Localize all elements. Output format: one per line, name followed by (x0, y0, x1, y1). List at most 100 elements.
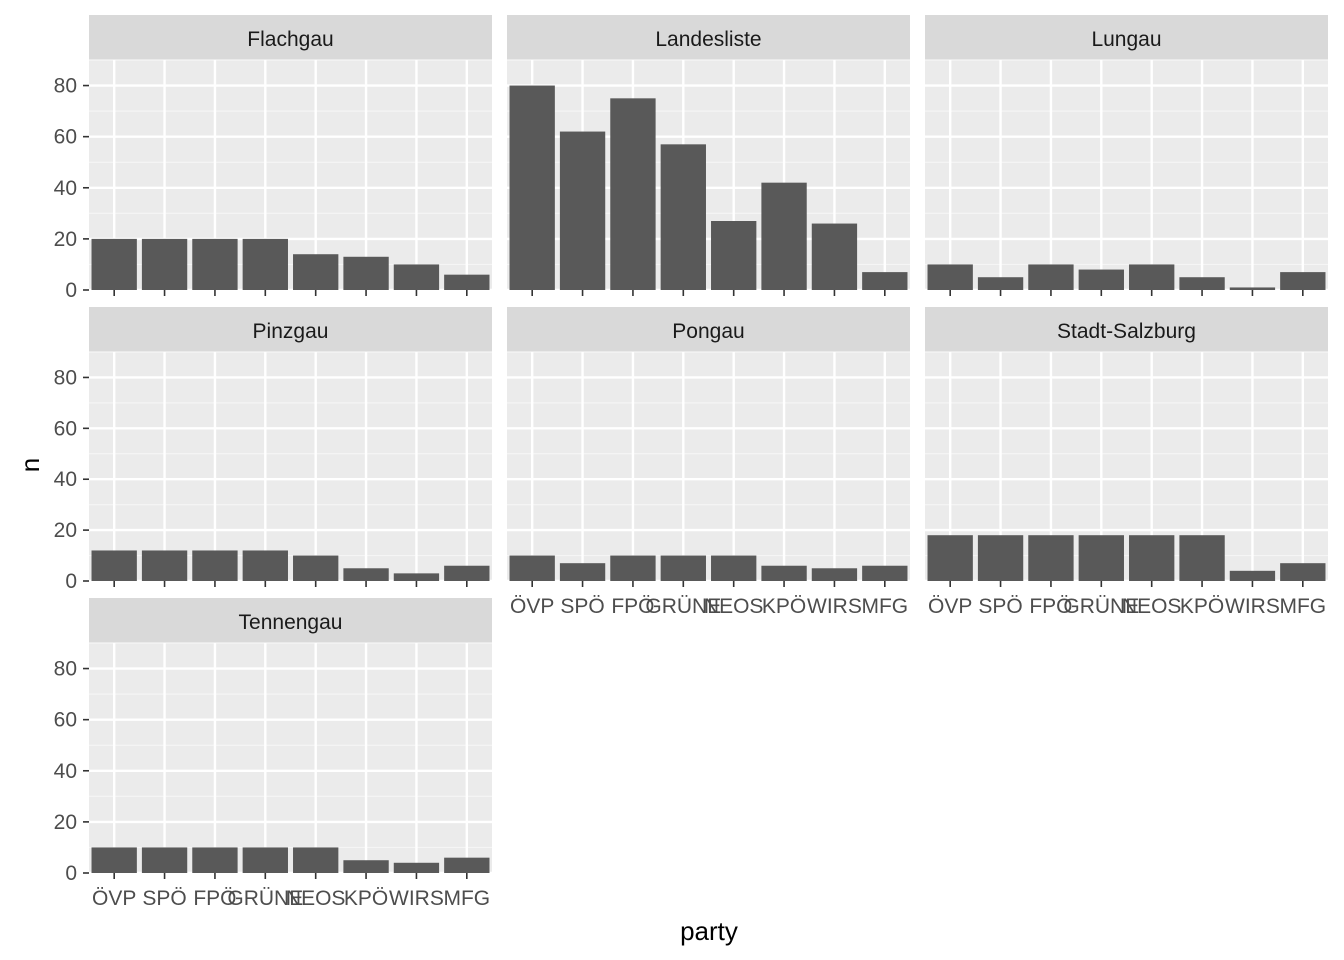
bar (811, 223, 858, 290)
bar (1078, 535, 1124, 581)
bar (393, 573, 440, 581)
bar (1129, 264, 1175, 290)
bar (1280, 563, 1326, 581)
facet-panel: Pinzgau 0 20 40 60 80 (54, 307, 492, 593)
facet-strip (89, 15, 492, 60)
bar (610, 555, 656, 581)
bar (1229, 570, 1276, 581)
y-axis-title: n (15, 458, 45, 472)
bar (1179, 277, 1225, 290)
facet-strip-label: Flachgau (247, 28, 333, 51)
bar (444, 274, 490, 290)
y-tick-label: 20 (54, 519, 77, 542)
x-tick-label: NEOS (704, 595, 764, 618)
bar (1078, 269, 1124, 290)
x-tick-label: KPÖ (762, 595, 806, 618)
x-tick-label: SPÖ (142, 887, 186, 910)
x-tick-label: GRÜNE (1063, 595, 1139, 618)
facet-panel: Lungau (925, 15, 1328, 296)
bar (192, 550, 238, 581)
facet-strip-label: Lungau (1091, 28, 1161, 51)
bar (91, 238, 137, 290)
y-tick-label: 40 (54, 177, 77, 200)
bar (91, 847, 137, 873)
x-tick-label: WIRS (389, 887, 444, 910)
bar (1028, 535, 1074, 581)
bar (242, 238, 288, 290)
y-tick-label: 80 (54, 75, 77, 98)
facet-strip-label: Pongau (672, 320, 744, 343)
bar (660, 144, 706, 290)
bar (977, 535, 1024, 581)
bar (141, 238, 188, 290)
bar (927, 264, 973, 290)
x-tick-label: MFG (443, 887, 490, 910)
bar (862, 565, 908, 581)
bar (610, 98, 656, 290)
x-tick-label: KPÖ (344, 887, 388, 910)
x-tick-label: NEOS (1122, 595, 1182, 618)
y-tick-label: 0 (65, 279, 77, 302)
y-tick-label: 60 (54, 709, 77, 732)
x-tick-label: ÖVP (510, 595, 554, 618)
facet-strip-label: Pinzgau (253, 320, 329, 343)
y-tick-label: 0 (65, 570, 77, 593)
panel-background (89, 643, 492, 873)
facet-strip-label: Tennengau (239, 611, 343, 634)
panel-background (89, 352, 492, 581)
bar (393, 862, 440, 873)
bar (1129, 535, 1175, 581)
facet-panel: Flachgau 0 20 40 60 80 (54, 15, 492, 302)
x-tick-label: GRÜNE (227, 887, 303, 910)
bar (444, 857, 490, 873)
facet-strip-label: Stadt-Salzburg (1057, 320, 1196, 343)
y-tick-label: 60 (54, 126, 77, 149)
x-tick-label: FPÖ (1029, 595, 1072, 618)
y-tick-label: 80 (54, 658, 77, 681)
x-tick-label: ÖVP (928, 595, 972, 618)
y-tick-label: 20 (54, 811, 77, 834)
bar (293, 847, 339, 873)
bar (711, 221, 757, 290)
bar (293, 555, 339, 581)
bar (1028, 264, 1074, 290)
bar (559, 563, 606, 581)
x-tick-label: WIRS (807, 595, 862, 618)
bar (761, 565, 807, 581)
bar (293, 254, 339, 290)
panel-background (925, 60, 1328, 290)
bar (192, 847, 238, 873)
bar (509, 555, 555, 581)
bar (811, 568, 858, 581)
y-tick-label: 40 (54, 468, 77, 491)
x-tick-label: MFG (1279, 595, 1326, 618)
x-tick-label: NEOS (286, 887, 346, 910)
bar (761, 182, 807, 290)
facet-strip (89, 307, 492, 352)
x-tick-label: FPÖ (193, 887, 236, 910)
bar (393, 264, 440, 290)
bar (977, 277, 1024, 290)
bar (141, 847, 188, 873)
facet-panel: Landesliste (507, 15, 910, 296)
y-tick-label: 0 (65, 862, 77, 885)
bar (559, 131, 606, 290)
y-tick-label: 80 (54, 366, 77, 389)
x-tick-label: WIRS (1225, 595, 1280, 618)
bar (862, 272, 908, 290)
x-tick-label: KPÖ (1180, 595, 1224, 618)
y-tick-label: 60 (54, 417, 77, 440)
facet-strip (507, 15, 910, 60)
y-tick-label: 40 (54, 760, 77, 783)
bar (343, 568, 389, 581)
facet-strip (925, 15, 1328, 60)
bar (509, 85, 555, 290)
bar (192, 238, 238, 290)
bar (1229, 287, 1276, 290)
y-tick-label: 20 (54, 228, 77, 251)
bar (242, 550, 288, 581)
